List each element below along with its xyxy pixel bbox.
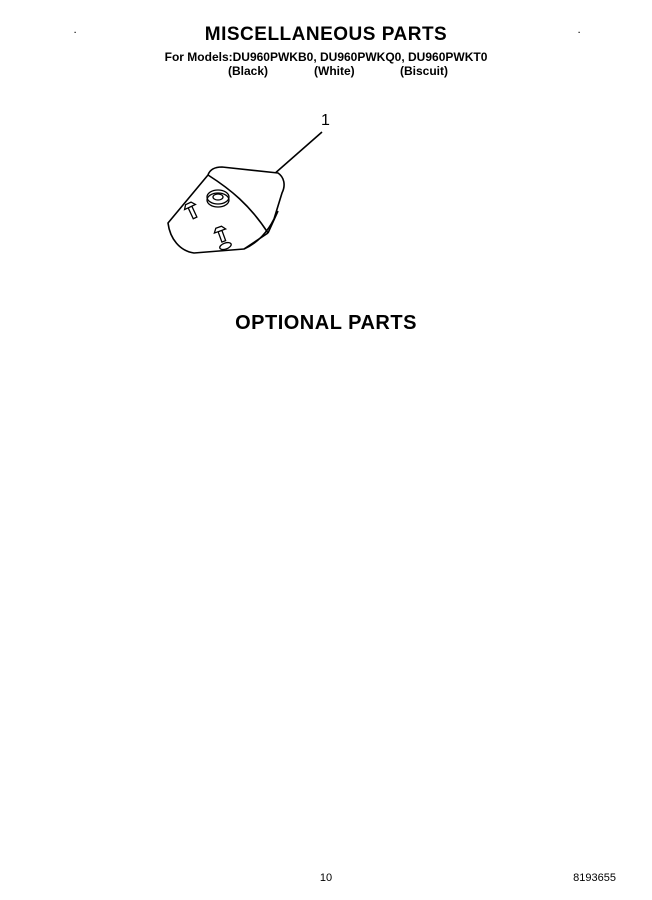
models-list: DU960PWKB0, DU960PWKQ0, DU960PWKT0 xyxy=(233,50,488,64)
color-biscuit: (Biscuit) xyxy=(400,64,448,78)
parts-bag-icon xyxy=(150,115,410,285)
page-number: 10 xyxy=(0,872,652,884)
section-title-optional: OPTIONAL PARTS xyxy=(0,312,652,335)
color-black: (Black) xyxy=(228,64,268,78)
color-white: (White) xyxy=(314,64,355,78)
models-line: For Models:DU960PWKB0, DU960PWKQ0, DU960… xyxy=(0,50,652,64)
page-title: MISCELLANEOUS PARTS xyxy=(0,24,652,46)
models-prefix: For Models: xyxy=(165,50,233,64)
document-number: 8193655 xyxy=(573,872,616,884)
parts-diagram xyxy=(150,115,410,285)
